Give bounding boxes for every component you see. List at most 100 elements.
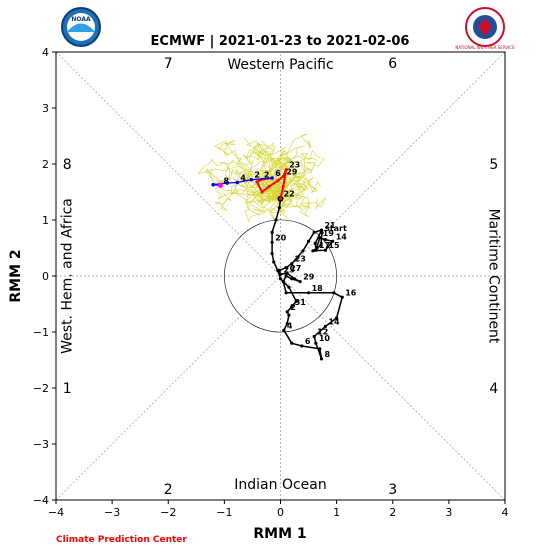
observed-point xyxy=(318,347,322,351)
phase-label: 3 xyxy=(388,482,397,498)
observed-day-label: start xyxy=(325,224,347,233)
footer-credit: Climate Prediction Center xyxy=(56,535,187,545)
ensemble-mean-point xyxy=(281,184,285,188)
observed-point xyxy=(335,316,339,320)
ensemble-member-line xyxy=(278,149,325,199)
y-tick-label: 3 xyxy=(42,102,49,115)
x-tick-label: −2 xyxy=(160,506,176,519)
x-tick-label: −4 xyxy=(48,506,64,519)
observed-point xyxy=(301,249,305,253)
observed-day-label: 25 xyxy=(284,265,296,274)
observed-point xyxy=(284,291,288,295)
observed-point xyxy=(323,248,327,252)
observed-day-label: 10 xyxy=(319,334,331,343)
y-tick-label: −3 xyxy=(33,438,49,451)
observed-day-label: 21 xyxy=(324,221,336,230)
nws-logo: NATIONAL WEATHER SERVICE xyxy=(455,7,515,50)
forecast-day-point xyxy=(217,182,224,188)
observed-point xyxy=(278,277,283,281)
y-tick-label: 2 xyxy=(42,158,49,171)
observed-point xyxy=(311,249,315,253)
ensemble-member-line xyxy=(275,172,299,199)
ensemble-member-line xyxy=(242,151,288,199)
ensemble-member-line xyxy=(262,159,288,199)
ensemble-mean-day-label: 2 xyxy=(264,171,270,180)
forecast-day-label: 2 xyxy=(254,171,260,180)
observed-day-label: 6 xyxy=(305,337,311,346)
ensemble-mean-point xyxy=(267,184,271,188)
observed-point xyxy=(312,230,316,234)
amplitude-circle xyxy=(224,219,337,333)
ensemble-mean-point xyxy=(281,174,285,178)
observed-point xyxy=(282,328,286,332)
forecast-day-label: 6 xyxy=(275,169,281,178)
forecast-day-point xyxy=(270,176,274,180)
ensemble-mean-line xyxy=(255,169,288,199)
ensemble-member-line xyxy=(280,193,311,218)
observed-point xyxy=(270,230,274,234)
ensemble-member-line xyxy=(235,154,281,199)
ensemble-member-line xyxy=(252,142,284,199)
ensemble-mean-point xyxy=(284,168,288,172)
ensemble-member-line xyxy=(214,191,281,211)
observed-point xyxy=(292,277,297,281)
observed-day-label: 4 xyxy=(287,321,293,330)
observed-point xyxy=(314,341,318,345)
observed-point xyxy=(284,274,288,278)
ensemble-member-line xyxy=(280,176,322,199)
region-label-right: Maritime Continent xyxy=(485,209,501,344)
ensemble-member-line xyxy=(280,179,309,201)
y-tick-label: −2 xyxy=(33,382,49,395)
observed-day-label: 22 xyxy=(284,190,295,199)
ensemble-mean-point xyxy=(276,179,280,183)
observed-point xyxy=(306,291,311,295)
observed-point xyxy=(319,243,323,247)
x-tick-label: 4 xyxy=(502,506,509,519)
observed-point xyxy=(290,341,294,345)
observed-point xyxy=(272,260,276,264)
x-tick-label: 3 xyxy=(445,506,452,519)
ensemble-mean-day-label: 29 xyxy=(286,167,298,176)
observed-day-label: 31 xyxy=(295,298,307,307)
forecast-day-point xyxy=(249,177,254,182)
ensemble-member-line xyxy=(224,159,281,201)
observed-day-label: 12 xyxy=(317,327,328,336)
x-tick-label: −3 xyxy=(104,506,120,519)
y-tick-label: −4 xyxy=(33,494,49,507)
observed-point xyxy=(319,228,324,232)
ensemble-member-line xyxy=(273,145,305,199)
observed-point xyxy=(290,262,294,266)
x-axis-label: RMM 1 xyxy=(253,526,306,542)
observed-point xyxy=(290,277,294,281)
observed-day-label: 29 xyxy=(303,273,315,282)
ensemble-mean-point xyxy=(255,180,259,184)
observed-day-label: 27 xyxy=(290,264,301,273)
noaa-logo-text: NOAA xyxy=(71,16,91,23)
observed-point xyxy=(306,239,311,243)
observed-line xyxy=(271,198,344,360)
observed-point xyxy=(298,280,302,284)
observed-point xyxy=(285,271,289,275)
observed-point xyxy=(284,266,288,270)
ensemble-member-line xyxy=(235,158,281,199)
phase-label: 8 xyxy=(63,157,72,173)
forecast-day-label: 8 xyxy=(223,176,229,185)
y-tick-label: −1 xyxy=(33,326,49,339)
region-label-left: West. Hem. and Africa xyxy=(60,198,76,354)
ensemble-member-line xyxy=(214,141,281,199)
forecast-day-label: 4 xyxy=(240,173,246,182)
y-axis-label: RMM 2 xyxy=(8,249,24,302)
observed-point xyxy=(320,231,324,235)
ensemble-member-line xyxy=(275,193,327,210)
phase-label: 4 xyxy=(489,381,498,397)
phase-label: 7 xyxy=(164,56,173,72)
nws-logo-text: NATIONAL WEATHER SERVICE xyxy=(455,45,515,50)
observed-point xyxy=(312,334,316,339)
observed-point xyxy=(331,239,335,243)
x-tick-label: 2 xyxy=(389,506,396,519)
observed-point xyxy=(281,280,285,284)
y-tick-label: 1 xyxy=(42,214,49,227)
observed-point xyxy=(270,252,274,256)
forecast-day-point xyxy=(225,181,229,185)
